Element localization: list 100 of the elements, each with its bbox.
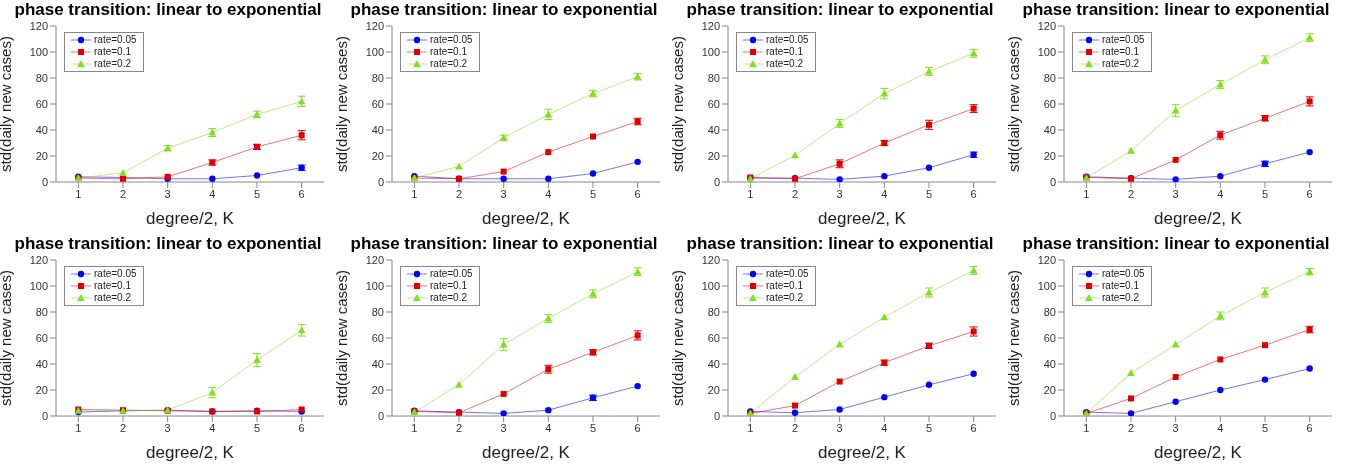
x-tick-label: 6 [1306, 421, 1313, 434]
y-tick-label: 100 [365, 279, 384, 292]
legend-label: rate=0.2 [766, 292, 803, 304]
y-tick-label: 60 [707, 331, 720, 344]
y-tick-label: 20 [371, 383, 384, 396]
y-axis-title: std(daily new cases) [669, 270, 687, 406]
x-tick-label: 2 [119, 187, 127, 200]
y-tick-label: 20 [35, 383, 48, 396]
legend-label: rate=0.2 [1102, 292, 1139, 304]
legend-label: rate=0.1 [94, 46, 131, 58]
y-tick-label: 0 [713, 175, 720, 188]
x-tick-label: 5 [925, 421, 933, 434]
legend-label: rate=0.05 [766, 34, 809, 46]
y-tick-label: 120 [701, 19, 720, 32]
y-tick-label: 20 [371, 149, 384, 162]
legend-label: rate=0.2 [430, 292, 467, 304]
legend-label: rate=0.05 [766, 268, 809, 280]
chart-title: phase transition: linear to exponential [1022, 0, 1330, 19]
y-tick-label: 80 [371, 305, 384, 318]
y-tick-label: 20 [707, 383, 720, 396]
x-axis-title: degree/2, K [482, 443, 571, 462]
y-axis-title: std(daily new cases) [0, 36, 15, 172]
x-tick-label: 6 [634, 421, 641, 434]
x-tick-label: 4 [881, 187, 888, 200]
legend-label: rate=0.05 [430, 34, 473, 46]
y-tick-label: 40 [35, 123, 48, 136]
x-tick-label: 3 [836, 187, 843, 200]
y-tick-label: 40 [1043, 123, 1056, 136]
y-tick-label: 80 [35, 305, 48, 318]
y-tick-label: 80 [1043, 305, 1056, 318]
x-tick-label: 5 [253, 421, 261, 434]
y-tick-label: 40 [1043, 357, 1056, 370]
y-tick-label: 80 [707, 305, 720, 318]
x-axis-title: degree/2, K [818, 209, 907, 228]
y-tick-label: 80 [1043, 71, 1056, 84]
x-tick-label: 6 [298, 421, 305, 434]
legend-label: rate=0.1 [1102, 46, 1139, 58]
y-tick-label: 0 [41, 409, 48, 422]
y-tick-label: 80 [35, 71, 48, 84]
chart-title: phase transition: linear to exponential [14, 0, 322, 19]
legend-label: rate=0.1 [1102, 280, 1139, 292]
x-tick-label: 3 [1172, 421, 1179, 434]
x-tick-label: 4 [1217, 421, 1224, 434]
y-tick-label: 100 [29, 279, 48, 292]
y-tick-label: 120 [29, 19, 48, 32]
y-tick-label: 120 [1037, 253, 1056, 266]
y-tick-label: 100 [1037, 45, 1056, 58]
x-tick-label: 5 [589, 187, 597, 200]
y-tick-label: 60 [707, 97, 720, 110]
y-tick-label: 0 [1049, 175, 1056, 188]
legend-label: rate=0.1 [766, 46, 803, 58]
x-tick-label: 4 [545, 421, 552, 434]
y-axis-title: std(daily new cases) [669, 36, 687, 172]
x-tick-label: 4 [1217, 187, 1224, 200]
legend-label: rate=0.1 [94, 280, 131, 292]
legend-label: rate=0.05 [94, 268, 137, 280]
y-tick-label: 100 [29, 45, 48, 58]
y-tick-label: 0 [377, 175, 384, 188]
x-tick-label: 3 [1172, 187, 1179, 200]
x-tick-label: 5 [1261, 187, 1269, 200]
x-tick-label: 4 [545, 187, 552, 200]
x-tick-label: 6 [1306, 187, 1313, 200]
x-tick-label: 4 [881, 421, 888, 434]
y-tick-label: 100 [1037, 279, 1056, 292]
legend-label: rate=0.1 [766, 280, 803, 292]
y-tick-label: 60 [1043, 97, 1056, 110]
y-tick-label: 80 [707, 71, 720, 84]
x-tick-label: 2 [791, 187, 799, 200]
x-tick-label: 3 [164, 187, 171, 200]
x-tick-label: 1 [747, 421, 754, 434]
x-tick-label: 2 [1127, 187, 1135, 200]
y-tick-label: 120 [365, 253, 384, 266]
x-tick-label: 3 [164, 421, 171, 434]
y-tick-label: 120 [1037, 19, 1056, 32]
legend-label: rate=0.2 [766, 58, 803, 70]
y-tick-label: 20 [1043, 383, 1056, 396]
legend-label: rate=0.2 [94, 58, 131, 70]
chart-title: phase transition: linear to exponential [350, 234, 658, 253]
y-axis-title: std(daily new cases) [1005, 270, 1023, 406]
legend-label: rate=0.1 [430, 46, 467, 58]
x-tick-label: 1 [747, 187, 754, 200]
x-tick-label: 1 [1083, 421, 1090, 434]
x-tick-label: 1 [75, 187, 82, 200]
x-tick-label: 5 [1261, 421, 1269, 434]
y-tick-label: 40 [35, 357, 48, 370]
x-tick-label: 6 [970, 187, 977, 200]
y-tick-label: 120 [29, 253, 48, 266]
legend-label: rate=0.05 [430, 268, 473, 280]
x-tick-label: 2 [791, 421, 799, 434]
y-tick-label: 20 [1043, 149, 1056, 162]
chart-title: phase transition: linear to exponential [1022, 234, 1330, 253]
y-tick-label: 60 [35, 97, 48, 110]
x-tick-label: 3 [836, 421, 843, 434]
x-tick-label: 6 [634, 187, 641, 200]
x-axis-title: degree/2, K [1154, 209, 1243, 228]
chart-title: phase transition: linear to exponential [686, 0, 994, 19]
x-tick-label: 1 [411, 187, 418, 200]
chart-title: phase transition: linear to exponential [14, 234, 322, 253]
legend-label: rate=0.2 [430, 58, 467, 70]
y-tick-label: 20 [707, 149, 720, 162]
